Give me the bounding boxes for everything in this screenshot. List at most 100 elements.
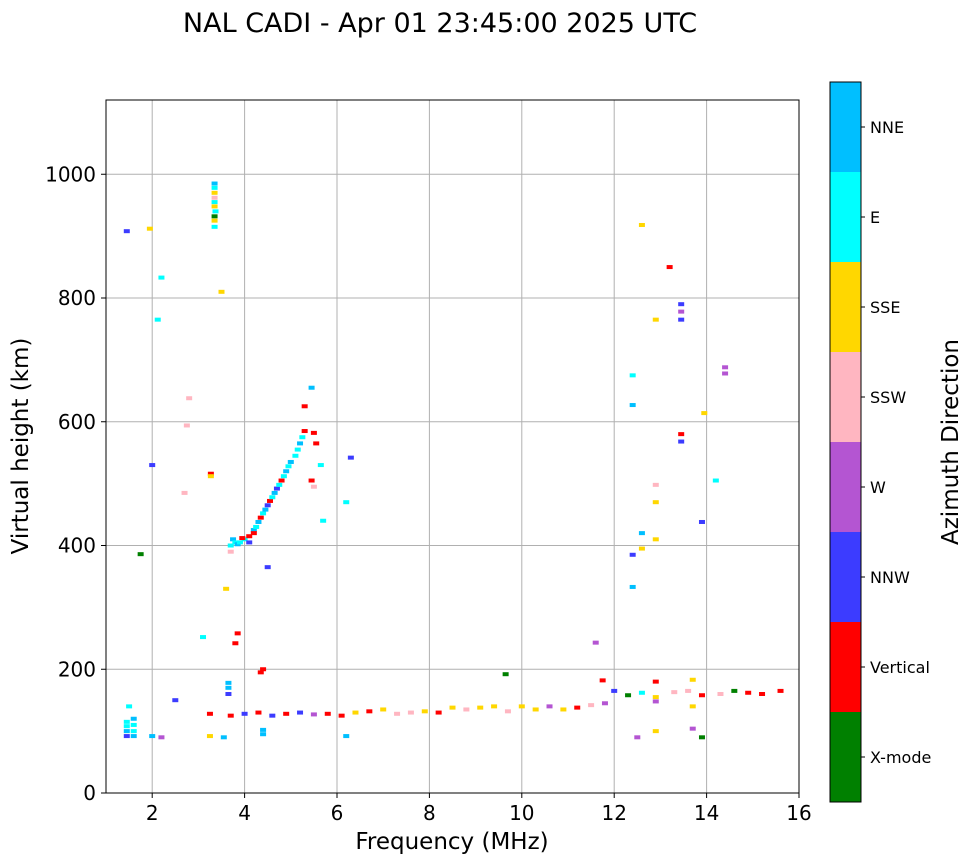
data-point [310, 712, 317, 717]
data-point [130, 734, 137, 739]
data-point [253, 524, 260, 529]
data-point [271, 490, 278, 495]
data-point [352, 710, 359, 715]
data-point [652, 317, 659, 322]
data-point [712, 478, 719, 483]
x-axis-label: Frequency (MHz) [355, 829, 548, 855]
y-tick-label: 0 [83, 781, 96, 805]
colorbar: X-mode Vertical NNW W SSW SSE E NNE [829, 81, 931, 803]
data-point [599, 678, 606, 683]
data-point [130, 722, 137, 727]
colorbar-tick-label: Vertical [870, 658, 930, 677]
data-point [745, 690, 752, 695]
data-point [625, 693, 632, 698]
data-point [278, 478, 285, 483]
data-point [652, 699, 659, 704]
data-point [299, 435, 306, 440]
data-point [698, 735, 705, 740]
data-point [255, 519, 262, 524]
data-point [276, 482, 283, 487]
data-point [230, 537, 237, 542]
data-point [218, 289, 225, 294]
y-tick-label: 1000 [45, 162, 96, 186]
data-point [207, 474, 214, 479]
x-tick-label: 16 [786, 801, 811, 825]
data-point [717, 692, 724, 696]
data-point [260, 511, 267, 516]
x-tick-label: 6 [331, 801, 344, 825]
data-point [678, 302, 685, 307]
data-point [257, 515, 264, 520]
data-point [407, 710, 414, 715]
data-point [158, 735, 165, 740]
data-point [347, 455, 354, 460]
colorbar-tick-label: SSW [870, 388, 906, 407]
y-tick-label: 600 [58, 410, 96, 434]
data-point [220, 735, 227, 740]
data-point [652, 729, 659, 734]
data-point [308, 478, 315, 483]
data-point [130, 729, 137, 734]
data-point [310, 430, 317, 435]
data-point [232, 641, 239, 646]
data-point [287, 459, 294, 464]
data-point [491, 704, 498, 709]
data-point [310, 484, 317, 489]
data-point [181, 490, 188, 495]
data-point [255, 710, 262, 715]
plot-area: 2 4 6 8 10 12 14 16 0 200 400 600 800 1000 [45, 99, 812, 825]
data-point [759, 692, 766, 696]
data-point [236, 540, 243, 545]
data-point [701, 411, 708, 416]
data-point [225, 692, 232, 696]
data-point [698, 693, 705, 698]
data-point [123, 724, 130, 729]
data-point [212, 209, 219, 214]
y-tick-label: 200 [58, 657, 96, 681]
data-point [257, 670, 264, 675]
data-point [777, 688, 784, 693]
data-point [366, 709, 373, 714]
data-point [634, 735, 641, 740]
y-tick-label: 800 [58, 286, 96, 310]
x-tick-label: 10 [509, 801, 534, 825]
colorbar-tick-label: NNW [870, 568, 910, 587]
data-point [206, 711, 213, 716]
data-point [200, 635, 207, 640]
data-point [241, 711, 248, 716]
data-point [158, 275, 165, 280]
data-point [592, 640, 599, 645]
data-point [137, 552, 144, 557]
data-point [227, 713, 234, 718]
data-point [225, 685, 232, 690]
data-point [123, 229, 130, 234]
data-point [652, 679, 659, 684]
data-point [211, 181, 218, 186]
data-point [186, 396, 193, 401]
data-point [246, 534, 253, 539]
data-point [546, 704, 553, 709]
data-point [146, 226, 153, 231]
x-tick-label: 14 [694, 801, 719, 825]
data-point [211, 190, 218, 195]
data-point [518, 704, 525, 709]
data-point [588, 703, 595, 708]
colorbar-tick-label: SSE [870, 298, 900, 317]
colorbar-segment [830, 712, 861, 802]
data-point [123, 729, 130, 734]
y-axis-label: Virtual height (km) [8, 338, 34, 555]
data-point [532, 707, 539, 712]
data-point [638, 546, 645, 551]
y-axis-ticks: 0 200 400 600 800 1000 [45, 162, 106, 805]
data-point [698, 519, 705, 524]
colorbar-label: Azimuth Direction [938, 339, 964, 545]
data-point [297, 710, 304, 715]
data-point [343, 500, 350, 505]
data-point [154, 317, 161, 322]
data-point [207, 471, 214, 476]
data-point [629, 403, 636, 408]
data-point [380, 707, 387, 712]
data-point [250, 531, 257, 536]
colorbar-segment [830, 262, 861, 352]
